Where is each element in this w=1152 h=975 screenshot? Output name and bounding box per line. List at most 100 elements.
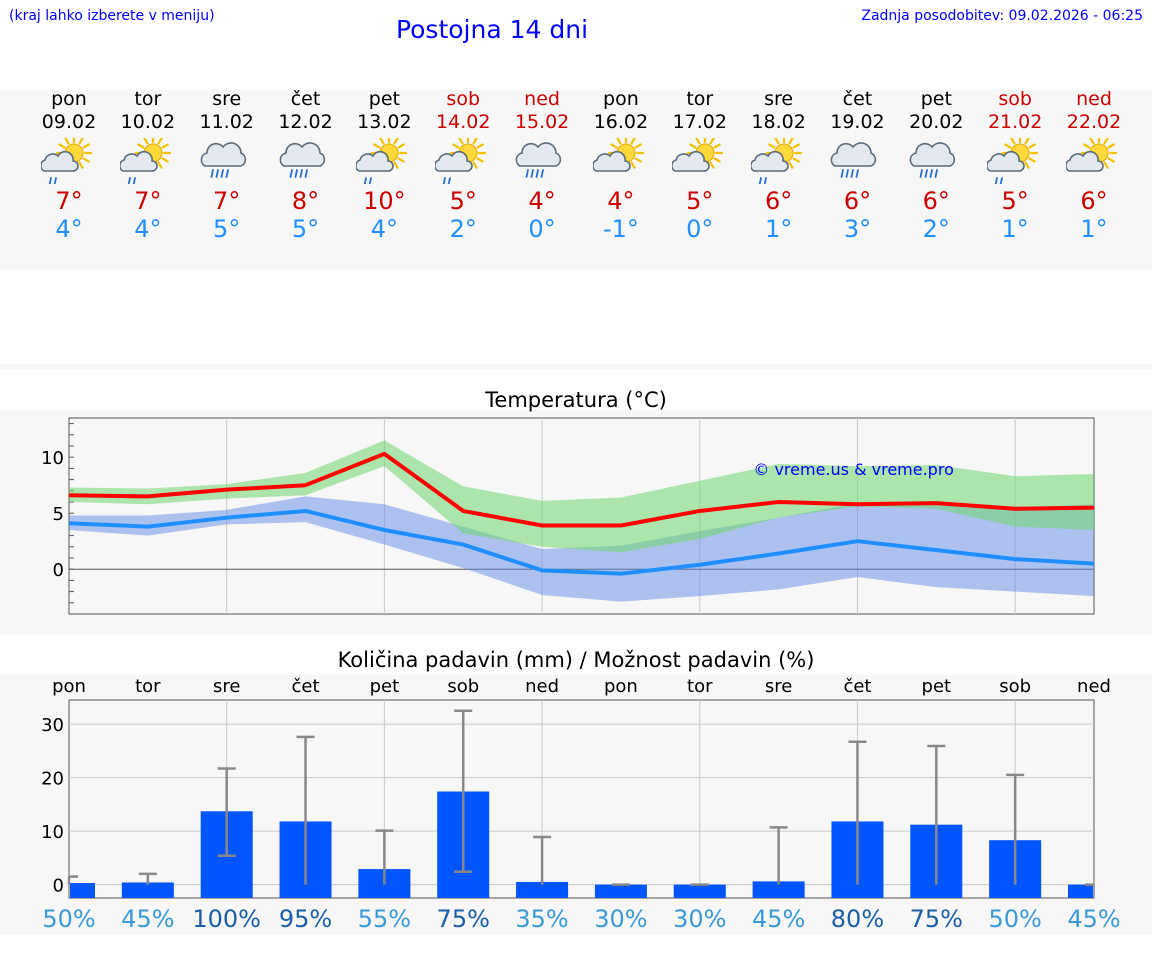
- day-label: sre: [213, 676, 240, 697]
- min-temperature: 2°: [922, 215, 950, 243]
- rain-drops: [48, 177, 57, 184]
- day-date: 12.02: [278, 111, 333, 133]
- day-column: pet 13.02 10° 4°: [345, 88, 423, 258]
- day-date: 09.02: [41, 111, 97, 133]
- day-name: sob: [998, 88, 1032, 110]
- y-tick-label: 10: [41, 822, 64, 843]
- day-column: čet 19.02 6° 3°: [818, 88, 896, 258]
- weather-icon: [279, 142, 325, 178]
- day-column: ned 22.02 6° 1°: [1055, 88, 1133, 258]
- day-column: čet 12.02 8° 5°: [267, 88, 345, 258]
- precip-probability: 45%: [752, 905, 805, 933]
- rain-drops: [127, 177, 136, 184]
- separator-band: [0, 364, 1152, 369]
- day-label: tor: [135, 676, 161, 697]
- day-label: tor: [687, 676, 713, 697]
- precip-error-bar: [769, 826, 788, 885]
- weather-icon: [119, 138, 171, 184]
- day-date: 21.02: [987, 111, 1043, 133]
- rain-drops: [210, 169, 229, 178]
- day-date: 22.02: [1066, 111, 1122, 133]
- day-column: sre 11.02 7° 5°: [188, 88, 266, 258]
- precip-bar: [594, 884, 647, 898]
- cloud: [1066, 150, 1104, 172]
- cloud: [119, 150, 158, 172]
- min-temperature: 3°: [843, 215, 872, 243]
- y-tick-label: 20: [41, 769, 64, 790]
- precip-bar: [752, 881, 805, 898]
- precip-chart: pon tor sre čet pet sob ned pon tor sre čet pet sob n…: [41, 676, 1121, 933]
- precip-probability: 55%: [358, 905, 411, 933]
- max-temperature-line: [68, 451, 1095, 528]
- day-name: pet: [368, 88, 400, 110]
- max-temperature: 7°: [55, 187, 83, 215]
- precip-error-bar: [454, 709, 473, 874]
- weather-icon: [356, 138, 408, 184]
- weather-icon: [1066, 138, 1118, 172]
- page-title: Postojna 14 dni: [395, 15, 589, 44]
- sun-rays: [686, 138, 723, 172]
- day-name: pon: [51, 88, 87, 110]
- min-temperature: 5°: [291, 215, 320, 243]
- precip-error-bar: [1006, 773, 1025, 885]
- day-label: sob: [999, 676, 1031, 697]
- min-temperature: 0°: [528, 215, 556, 243]
- max-temperature: 6°: [764, 187, 793, 215]
- max-temperature: 5°: [1001, 187, 1029, 215]
- precip-error-bar: [533, 835, 552, 885]
- day-name: ned: [1076, 88, 1112, 110]
- day-date: 19.02: [830, 111, 885, 133]
- weather-icon: [987, 138, 1039, 184]
- max-temperature: 4°: [528, 187, 556, 215]
- cloud: [831, 142, 877, 167]
- weather-icon: [515, 142, 562, 178]
- temperature-chart-title: Temperatura (°C): [485, 388, 667, 412]
- rain-drops: [919, 169, 939, 178]
- day-label: pon: [604, 676, 638, 697]
- weather-icon: [671, 138, 723, 172]
- day-name: čet: [290, 88, 321, 110]
- day-label: sre: [765, 676, 792, 697]
- cloud: [200, 142, 246, 167]
- rain-drops: [994, 177, 1004, 184]
- precip-bar: [516, 881, 569, 898]
- precip-chart-title: Količina padavin (mm) / Možnost padavin …: [337, 648, 815, 672]
- min-temperature: 4°: [55, 215, 83, 243]
- precip-error-bar: [927, 744, 946, 885]
- precip-probability: 100%: [192, 905, 261, 933]
- day-label: čet: [843, 676, 871, 697]
- day-name: sre: [212, 88, 242, 110]
- min-temperature: 1°: [1001, 215, 1029, 243]
- cloud: [41, 150, 79, 172]
- min-temperature: -1°: [602, 215, 639, 243]
- cloud: [671, 150, 710, 172]
- precip-error-bar: [375, 829, 394, 885]
- day-label: pet: [922, 676, 952, 697]
- day-column: ned 15.02 4° 0°: [503, 88, 581, 258]
- day-date: 20.02: [909, 111, 964, 133]
- max-temperature: 7°: [213, 187, 241, 215]
- max-temperature: 6°: [1080, 187, 1108, 215]
- day-name: pet: [920, 88, 952, 110]
- forecast-strip-background: [0, 90, 1152, 270]
- precip-probability: 50%: [42, 905, 95, 933]
- precip-error-bar: [67, 875, 78, 885]
- precip-probability: 75%: [437, 905, 490, 933]
- precip-probability: 30%: [594, 905, 647, 933]
- day-date: 10.02: [120, 111, 176, 133]
- day-label: čet: [292, 676, 320, 697]
- rain-drops: [841, 169, 860, 178]
- day-column: tor 17.02 5° 0°: [661, 88, 739, 258]
- day-date: 14.02: [436, 111, 491, 133]
- precip-probability: 45%: [121, 905, 174, 933]
- precip-probability: 35%: [515, 905, 568, 933]
- precip-probability: 50%: [988, 905, 1041, 933]
- min-temperature: 4°: [134, 215, 162, 243]
- day-name: sre: [764, 88, 794, 110]
- day-date: 15.02: [514, 111, 570, 133]
- weather-icon: [750, 138, 802, 184]
- day-label: ned: [525, 676, 559, 697]
- max-temperature: 5°: [449, 187, 477, 215]
- precip-error-bar: [848, 740, 867, 885]
- watermark: © vreme.us & vreme.pro: [753, 460, 954, 479]
